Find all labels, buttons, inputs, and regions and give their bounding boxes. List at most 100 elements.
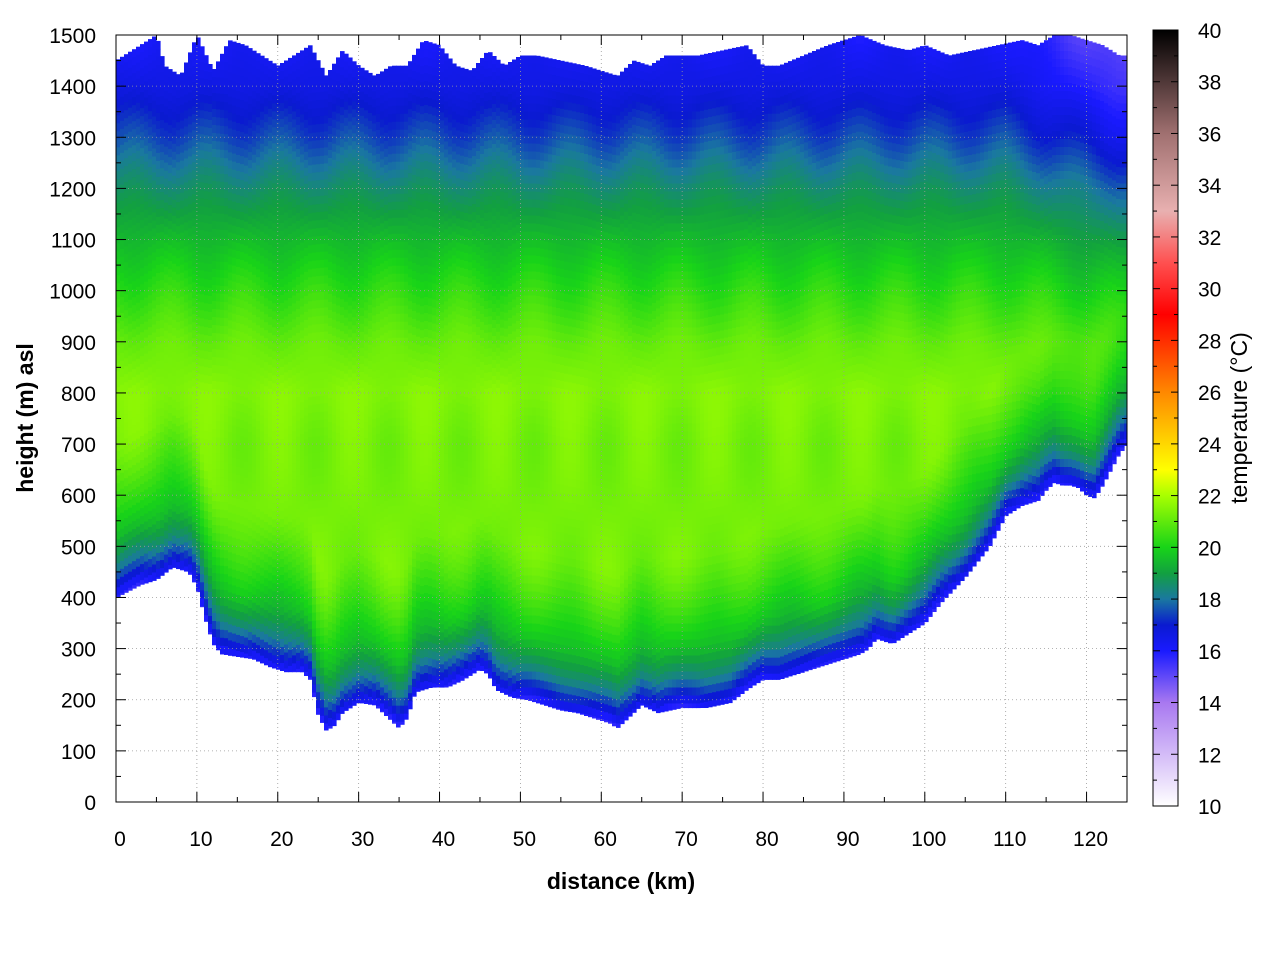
heatmap-cell: [272, 255, 277, 264]
heatmap-cell: [176, 114, 181, 123]
heatmap-cell: [276, 481, 281, 491]
heatmap-cell: [376, 217, 381, 227]
heatmap-cell: [136, 542, 141, 552]
heatmap-cell: [144, 97, 149, 107]
heatmap-cell: [224, 422, 229, 431]
heatmap-cell: [308, 653, 313, 662]
heatmap-cell: [364, 374, 369, 383]
heatmap-cell: [276, 409, 281, 419]
heatmap-cell: [180, 376, 185, 386]
heatmap-cell: [232, 113, 237, 123]
heatmap-cell: [124, 230, 129, 239]
heatmap-cell: [240, 372, 245, 381]
heatmap-cell: [232, 273, 237, 283]
heatmap-cell: [308, 277, 313, 286]
heatmap-cell: [316, 436, 321, 445]
heatmap-cell: [144, 105, 149, 115]
heatmap-cell: [312, 204, 317, 214]
heatmap-cell: [144, 337, 149, 347]
heatmap-cell: [264, 314, 269, 323]
heatmap-cell: [336, 249, 341, 258]
heatmap-cell: [236, 482, 241, 492]
heatmap-cell: [368, 312, 373, 322]
heatmap-cell: [264, 266, 269, 275]
heatmap-cell: [336, 97, 341, 106]
heatmap-cell: [152, 44, 157, 54]
heatmap-cell: [268, 484, 273, 494]
heatmap-cell: [344, 93, 349, 103]
heatmap-cell: [348, 425, 353, 435]
heatmap-cell: [152, 540, 157, 550]
heatmap-cell: [236, 538, 241, 548]
heatmap-cell: [304, 567, 309, 577]
heatmap-cell: [208, 272, 213, 281]
heatmap-cell: [116, 515, 121, 524]
heatmap-cell: [312, 564, 317, 574]
heatmap-cell: [228, 72, 233, 81]
heatmap-cell: [276, 89, 281, 99]
heatmap-cell: [232, 577, 237, 587]
heatmap-cell: [268, 564, 273, 574]
heatmap-cell: [312, 220, 317, 230]
heatmap-cell: [252, 114, 257, 124]
heatmap-cell: [232, 409, 237, 419]
heatmap-cell: [336, 633, 341, 642]
heatmap-cell: [168, 373, 173, 382]
heatmap-cell: [216, 461, 221, 470]
heatmap-cell: [140, 372, 145, 381]
heatmap-cell: [320, 179, 325, 189]
heatmap-cell: [176, 482, 181, 491]
heatmap-cell: [180, 528, 185, 538]
heatmap-cell: [164, 362, 169, 372]
heatmap-cell: [352, 205, 357, 214]
heatmap-cell: [352, 101, 357, 110]
heatmap-cell: [336, 105, 341, 114]
heatmap-cell: [240, 588, 245, 597]
heatmap-cell: [164, 474, 169, 484]
heatmap-cell: [136, 230, 141, 240]
heatmap-cell: [348, 665, 353, 675]
heatmap-cell: [360, 691, 365, 701]
heatmap-cell: [152, 252, 157, 262]
heatmap-cell: [328, 638, 333, 647]
heatmap-cell: [296, 180, 301, 190]
heatmap-cell: [116, 531, 121, 540]
heatmap-cell: [164, 194, 169, 204]
heatmap-cell: [304, 191, 309, 201]
heatmap-cell: [128, 283, 133, 293]
heatmap-cell: [240, 332, 245, 341]
heatmap-cell: [240, 636, 245, 645]
heatmap-cell: [360, 683, 365, 693]
heatmap-cell: [260, 135, 265, 145]
heatmap-cell: [268, 156, 273, 166]
heatmap-cell: [300, 114, 305, 123]
heatmap-cell: [292, 527, 297, 536]
heatmap-cell: [348, 449, 353, 459]
heatmap-cell: [240, 44, 245, 53]
heatmap-cell: [232, 217, 237, 227]
heatmap-cell: [304, 407, 309, 417]
heatmap-cell: [160, 256, 165, 265]
heatmap-cell: [316, 692, 321, 701]
heatmap-cell: [372, 291, 377, 300]
heatmap-cell: [132, 161, 137, 170]
heatmap-cell: [152, 380, 157, 390]
heatmap-cell: [176, 322, 181, 331]
heatmap-cell: [124, 198, 129, 207]
heatmap-cell: [204, 143, 209, 152]
heatmap-cell: [304, 287, 309, 297]
heatmap-cell: [160, 360, 165, 369]
heatmap-cell: [204, 207, 209, 216]
heatmap-cell: [244, 333, 249, 343]
heatmap-cell: [288, 289, 293, 299]
heatmap-cell: [328, 366, 333, 375]
heatmap-cell: [264, 154, 269, 163]
heatmap-cell: [224, 182, 229, 191]
heatmap-cell: [248, 432, 253, 441]
heatmap-cell: [284, 148, 289, 158]
heatmap-cell: [124, 574, 129, 583]
heatmap-cell: [128, 579, 133, 589]
heatmap-cell: [332, 639, 337, 649]
heatmap-cell: [208, 240, 213, 249]
heatmap-cell: [204, 383, 209, 392]
